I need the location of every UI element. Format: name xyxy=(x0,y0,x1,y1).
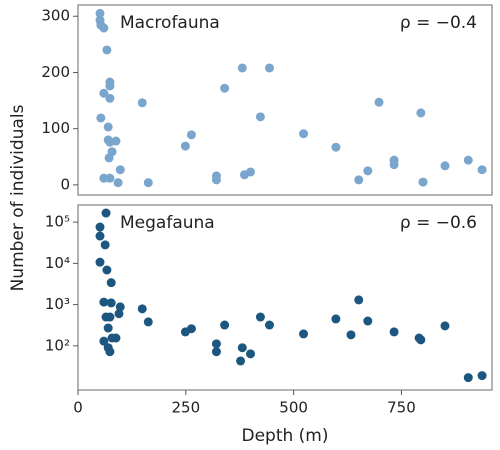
x-tick-label: 0 xyxy=(73,399,83,417)
y-tick-label: 200 xyxy=(41,63,70,81)
point xyxy=(246,167,255,177)
y-tick-label: 0 xyxy=(60,175,70,193)
point xyxy=(99,23,109,33)
point xyxy=(389,327,399,337)
point xyxy=(105,93,115,103)
annotation: ρ = −0.6 xyxy=(400,213,477,233)
point xyxy=(440,321,450,331)
point xyxy=(102,265,112,275)
point xyxy=(211,175,221,185)
x-axis-label: Depth (m) xyxy=(241,426,328,446)
point xyxy=(104,153,114,163)
point xyxy=(440,161,450,171)
point xyxy=(96,113,106,123)
point xyxy=(105,173,115,183)
x-tick-label: 250 xyxy=(171,399,200,417)
point xyxy=(114,309,124,319)
point xyxy=(137,98,147,108)
point xyxy=(354,295,364,305)
point xyxy=(220,320,230,330)
point xyxy=(255,112,265,122)
point xyxy=(389,160,399,170)
point xyxy=(211,339,221,349)
point xyxy=(99,297,109,307)
point xyxy=(186,130,196,140)
point xyxy=(363,166,373,176)
y-tick-label: 10³ xyxy=(45,295,70,313)
point xyxy=(237,63,247,73)
point xyxy=(95,222,105,232)
y-tick-label: 10² xyxy=(45,336,70,354)
point xyxy=(331,314,341,324)
point xyxy=(105,81,115,91)
point xyxy=(255,312,265,322)
point xyxy=(105,312,115,322)
point xyxy=(115,302,125,312)
point xyxy=(106,298,116,308)
point xyxy=(463,155,473,165)
point xyxy=(95,257,105,267)
panel-frame xyxy=(77,204,493,391)
y-tick-label: 10⁵ xyxy=(45,213,70,231)
point xyxy=(102,45,112,55)
x-tick-label: 750 xyxy=(387,399,416,417)
point xyxy=(299,129,309,139)
point xyxy=(414,333,424,343)
point xyxy=(99,336,109,346)
point xyxy=(103,122,113,132)
point xyxy=(100,240,110,250)
point xyxy=(246,349,255,359)
point xyxy=(463,373,473,383)
point xyxy=(115,165,125,175)
point xyxy=(186,324,196,334)
point xyxy=(299,329,309,339)
point xyxy=(105,347,115,357)
y-axis-label: Number of individuals xyxy=(8,104,28,291)
point xyxy=(103,323,113,333)
annotation: Megafauna xyxy=(120,213,215,233)
point xyxy=(95,8,105,18)
point xyxy=(113,178,123,188)
point xyxy=(354,175,364,185)
x-tick-label: 500 xyxy=(279,399,308,417)
point xyxy=(99,88,109,98)
point xyxy=(346,330,356,340)
point xyxy=(477,165,487,175)
point xyxy=(236,356,246,366)
point xyxy=(416,108,426,118)
point xyxy=(418,177,428,187)
point xyxy=(220,83,230,93)
point xyxy=(143,317,153,327)
point xyxy=(143,178,153,188)
y-tick-label: 10⁴ xyxy=(45,254,70,272)
point xyxy=(477,371,487,381)
point xyxy=(331,142,341,152)
point xyxy=(101,208,111,218)
panel-frame xyxy=(77,4,493,196)
point xyxy=(264,320,274,330)
point xyxy=(111,333,121,343)
y-tick-label: 100 xyxy=(41,119,70,137)
annotation: Macrofauna xyxy=(120,13,220,33)
point xyxy=(374,97,384,107)
point xyxy=(106,278,116,288)
point xyxy=(180,141,190,151)
point xyxy=(105,137,115,147)
point xyxy=(363,316,373,326)
point xyxy=(211,347,221,357)
y-tick-label: 300 xyxy=(41,7,70,25)
point xyxy=(95,231,105,241)
point xyxy=(137,304,147,314)
annotation: ρ = −0.4 xyxy=(400,13,477,33)
point xyxy=(264,63,274,73)
point xyxy=(237,343,247,353)
